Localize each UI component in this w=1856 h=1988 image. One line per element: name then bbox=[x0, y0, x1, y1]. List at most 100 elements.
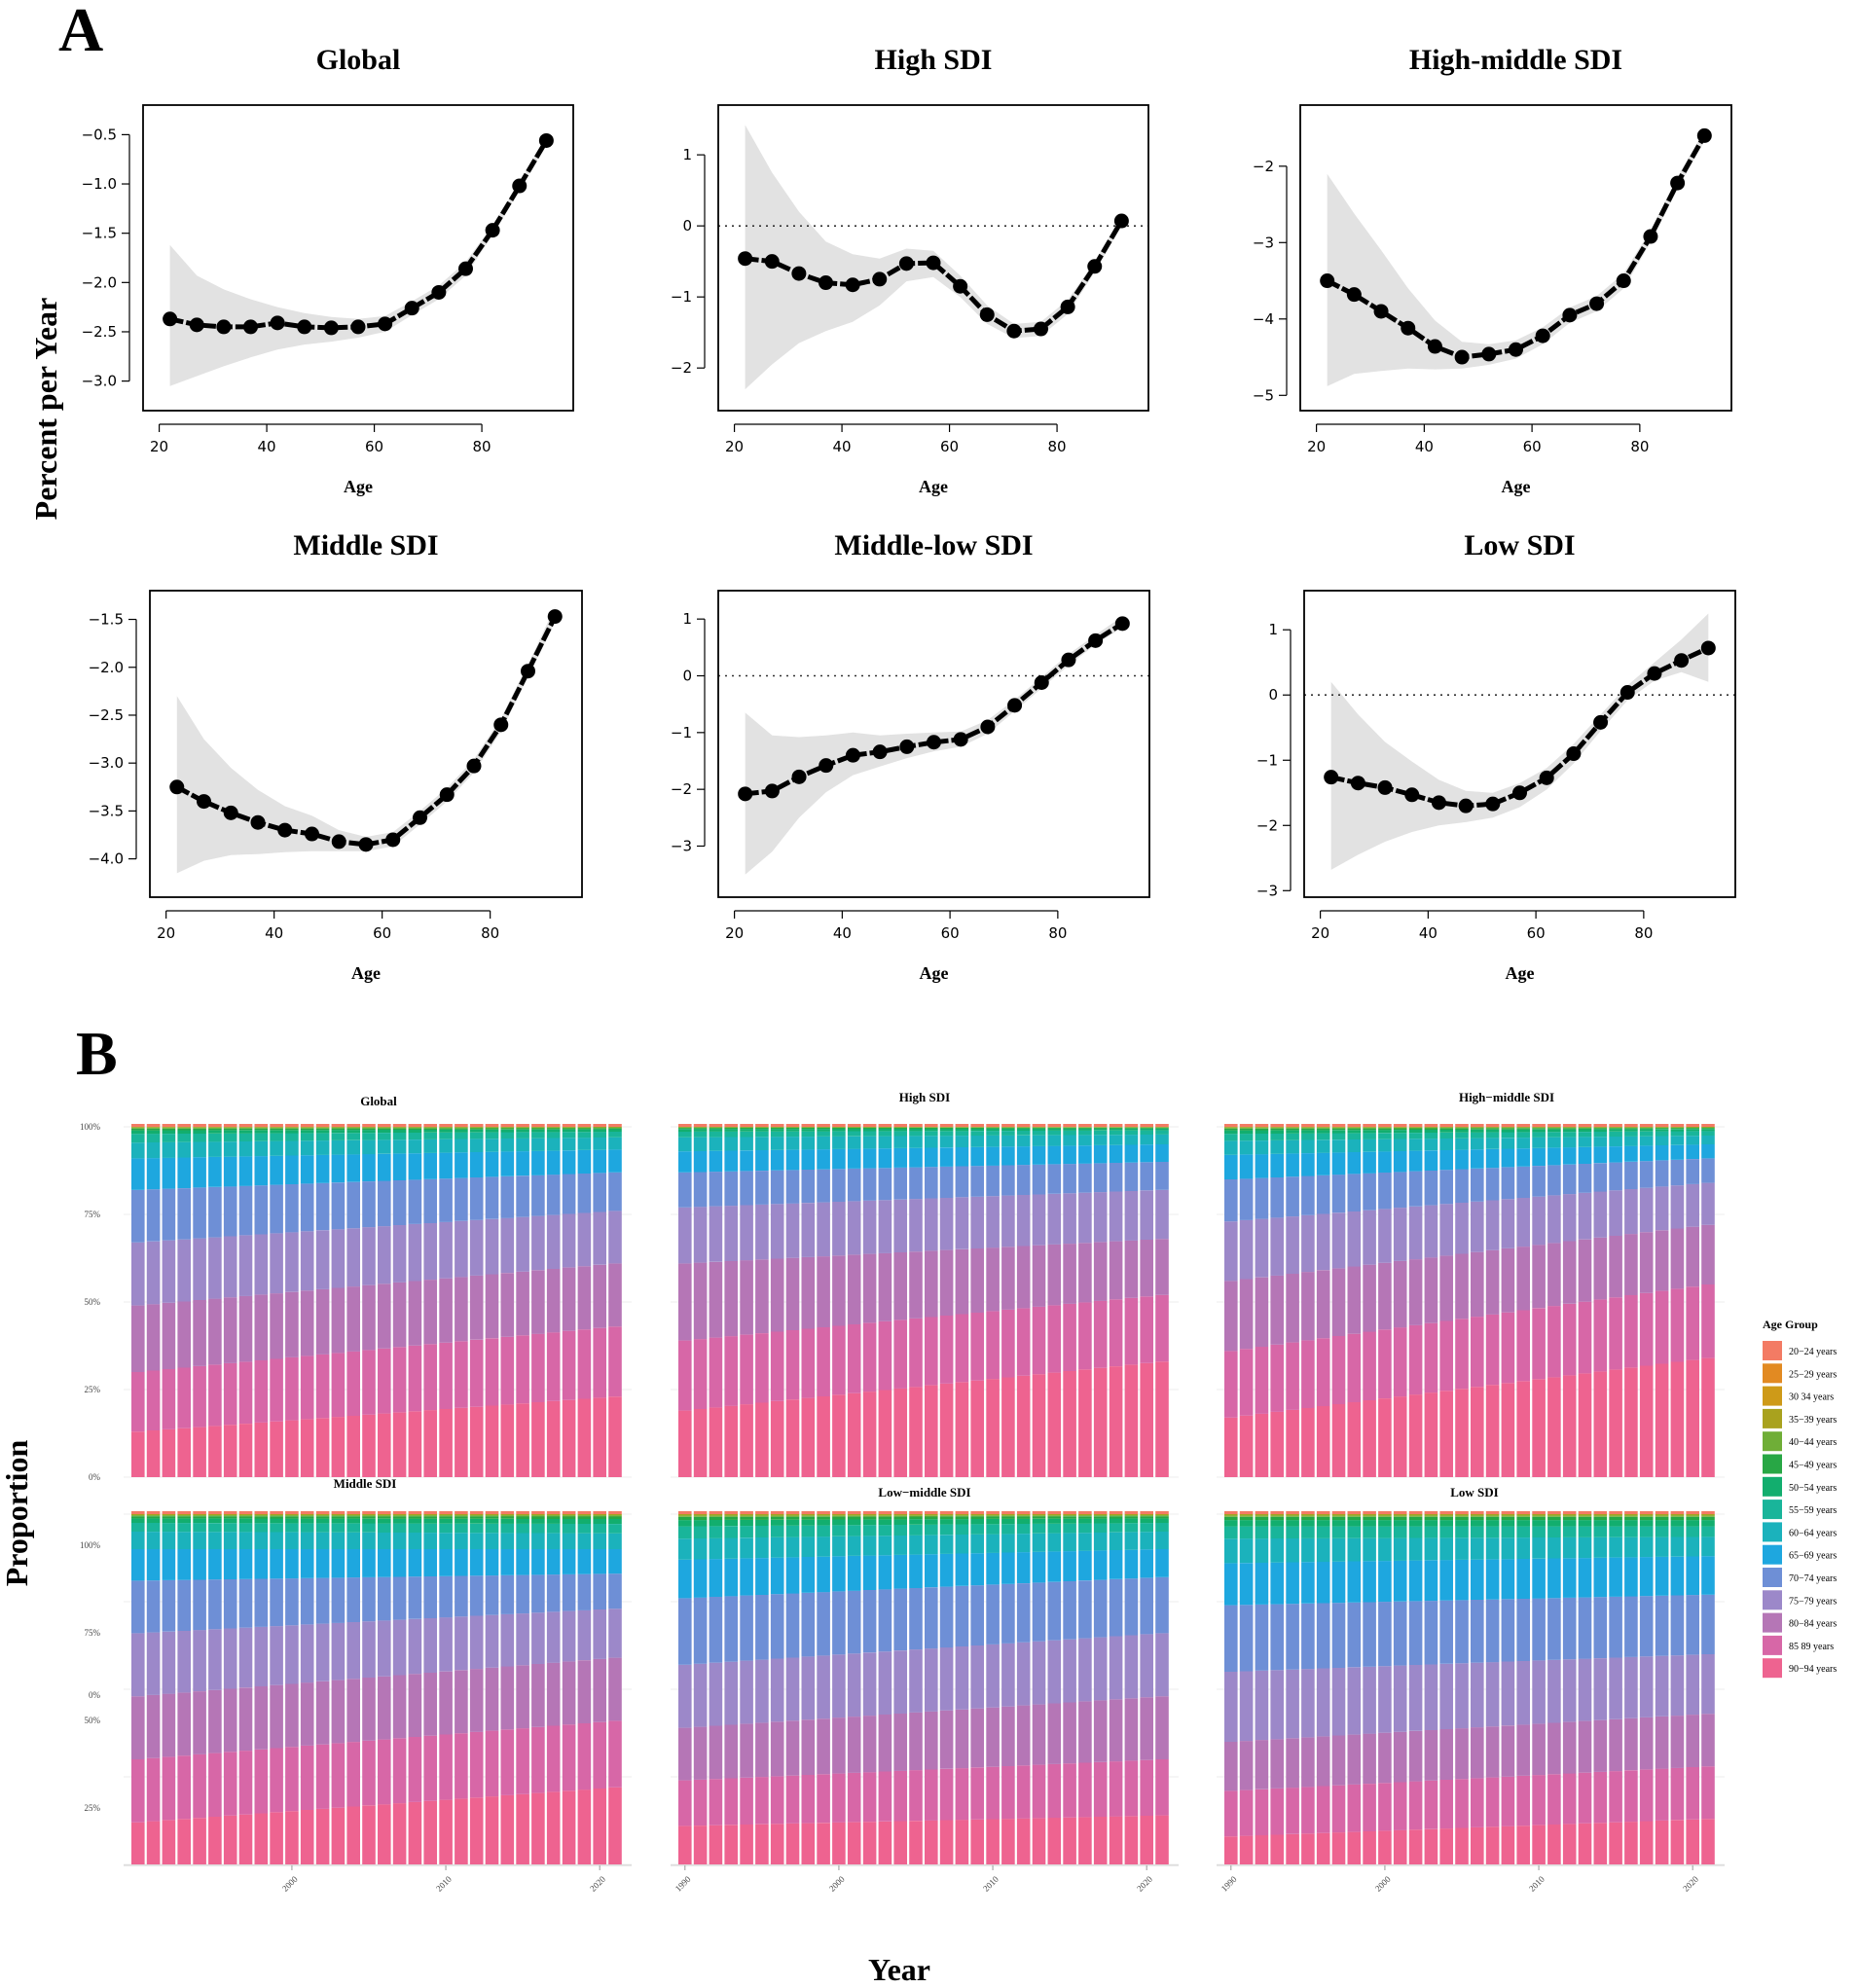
bar-segment bbox=[193, 1124, 206, 1127]
bar-segment bbox=[1001, 1766, 1015, 1820]
bar-segment bbox=[1001, 1377, 1015, 1477]
bar-segment bbox=[131, 1142, 145, 1159]
bar-segment bbox=[608, 1519, 622, 1524]
bar-segment bbox=[1485, 1511, 1500, 1514]
bar-segment bbox=[562, 1330, 576, 1400]
bar-segment bbox=[1016, 1583, 1031, 1643]
bar-segment bbox=[177, 1579, 191, 1631]
bar-segment bbox=[162, 1428, 176, 1477]
bar-segment bbox=[1547, 1516, 1561, 1521]
bar-segment bbox=[577, 1609, 592, 1661]
bar-segment bbox=[862, 1822, 877, 1864]
bar-segment bbox=[177, 1128, 191, 1131]
bar-segment bbox=[755, 1722, 769, 1778]
bar-segment bbox=[1485, 1537, 1500, 1560]
bar-segment bbox=[817, 1129, 830, 1132]
bar-segment bbox=[1578, 1127, 1592, 1128]
bar-segment bbox=[1609, 1822, 1622, 1864]
bar-segment bbox=[162, 1157, 176, 1189]
bar-segment bbox=[1093, 1516, 1108, 1519]
bar-segment bbox=[408, 1549, 422, 1577]
bar-segment bbox=[1032, 1514, 1046, 1516]
bar-segment bbox=[516, 1138, 529, 1152]
bar-segment bbox=[378, 1127, 391, 1128]
bar-segment bbox=[1532, 1137, 1546, 1148]
bar-segment bbox=[378, 1804, 391, 1864]
bar-segment bbox=[1109, 1518, 1123, 1524]
bar-segment bbox=[177, 1188, 191, 1240]
bar-segment bbox=[785, 1131, 800, 1138]
bar-segment bbox=[1686, 1819, 1699, 1864]
bar-segment bbox=[531, 1511, 545, 1514]
bar-segment bbox=[131, 1511, 145, 1514]
bar-segment bbox=[146, 1518, 161, 1523]
bar-segment bbox=[740, 1404, 753, 1477]
bar-segment bbox=[770, 1594, 784, 1659]
bar-segment bbox=[1547, 1514, 1561, 1516]
bar-segment bbox=[270, 1130, 283, 1134]
bar-segment bbox=[1239, 1515, 1254, 1517]
bar-segment bbox=[1609, 1146, 1622, 1163]
bar-segment bbox=[1224, 1124, 1238, 1127]
bar-segment bbox=[1140, 1128, 1153, 1131]
bar-segment bbox=[346, 1511, 360, 1514]
x-axis-label: Age bbox=[1502, 477, 1531, 496]
bar-segment bbox=[1224, 1179, 1238, 1222]
bar-segment bbox=[1547, 1377, 1561, 1477]
bar-segment bbox=[893, 1714, 907, 1771]
bar-segment bbox=[1255, 1277, 1269, 1347]
bar-segment bbox=[847, 1392, 861, 1477]
bar-segment bbox=[1347, 1526, 1362, 1538]
bar-segment bbox=[1639, 1520, 1654, 1527]
bar-segment bbox=[1378, 1127, 1392, 1128]
bar-segment bbox=[1347, 1139, 1362, 1152]
data-point bbox=[512, 178, 528, 194]
bar-segment bbox=[1670, 1536, 1685, 1557]
bar-segment bbox=[177, 1692, 191, 1756]
legend-swatch bbox=[1763, 1658, 1782, 1679]
x-tick-label: 40 bbox=[1419, 924, 1437, 942]
bar-segment bbox=[1140, 1135, 1153, 1145]
bar-segment bbox=[1485, 1726, 1500, 1778]
bar-segment bbox=[270, 1523, 283, 1533]
bar-segment bbox=[608, 1515, 622, 1517]
bar-segment bbox=[724, 1511, 738, 1514]
bar-segment bbox=[1124, 1127, 1139, 1129]
bar-segment bbox=[177, 1239, 191, 1302]
bar-segment bbox=[146, 1632, 161, 1695]
bar-segment bbox=[724, 1516, 738, 1520]
bar-segment bbox=[1471, 1124, 1484, 1127]
bar-segment bbox=[847, 1136, 861, 1149]
bar-segment bbox=[878, 1651, 892, 1715]
bar-segment bbox=[1578, 1772, 1592, 1824]
bar-segment bbox=[546, 1662, 561, 1726]
bar-segment bbox=[801, 1127, 816, 1128]
bar-segment bbox=[1255, 1177, 1269, 1219]
bar-segment bbox=[1331, 1526, 1346, 1538]
bar-segment bbox=[1455, 1149, 1469, 1170]
bar-segment bbox=[1578, 1164, 1592, 1193]
bar-segment bbox=[208, 1515, 222, 1517]
bar-segment bbox=[1562, 1511, 1577, 1514]
bar-segment bbox=[1624, 1295, 1638, 1368]
bar-segment bbox=[955, 1553, 969, 1586]
bar-segment bbox=[608, 1524, 622, 1534]
bar-segment bbox=[893, 1515, 907, 1517]
bar-segment bbox=[1255, 1562, 1269, 1605]
legend-swatch bbox=[1763, 1612, 1782, 1633]
bar-segment bbox=[1001, 1518, 1015, 1525]
bar-segment bbox=[254, 1133, 269, 1141]
bar-segment bbox=[1424, 1124, 1438, 1127]
bar-segment bbox=[1063, 1523, 1076, 1534]
bar-segment bbox=[608, 1533, 622, 1549]
bar-segment bbox=[801, 1536, 816, 1557]
bar-segment bbox=[1455, 1779, 1469, 1828]
bar-segment bbox=[1455, 1319, 1469, 1390]
data-point bbox=[926, 255, 941, 271]
bar-segment bbox=[593, 1549, 606, 1574]
bar-segment bbox=[785, 1124, 800, 1127]
bar-segment bbox=[1609, 1771, 1622, 1823]
bar-segment bbox=[177, 1755, 191, 1820]
bar-segment bbox=[562, 1519, 576, 1524]
bar-segment bbox=[1270, 1133, 1284, 1140]
